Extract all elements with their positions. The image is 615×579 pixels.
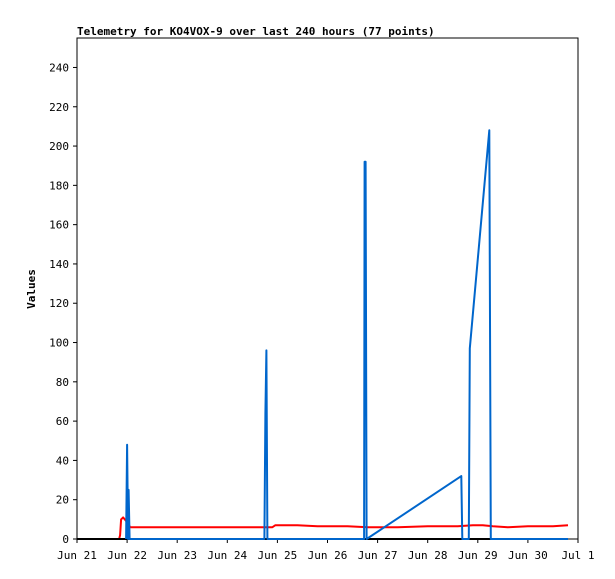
x-tick-label: Jun 24 <box>207 549 247 562</box>
x-tick-label: Jun 30 <box>508 549 548 562</box>
y-tick-label: 60 <box>56 415 69 428</box>
x-tick-label: Jun 29 <box>458 549 498 562</box>
y-tick-label: 0 <box>62 533 69 546</box>
y-tick-label: 80 <box>56 376 69 389</box>
plot-frame <box>76 37 579 540</box>
y-axis-label: Values <box>25 269 38 309</box>
y-tick-label: 200 <box>49 140 69 153</box>
y-axis: 0 20 40 60 80 100 120 140 160 180 200 220 240 <box>49 61 77 546</box>
x-tick-label: Jun 28 <box>408 549 448 562</box>
y-tick-label: 240 <box>49 61 69 74</box>
y-tick-label: 40 <box>56 454 69 467</box>
chart-title: Telemetry for KO4VOX-9 over last 240 hou… <box>77 25 435 38</box>
x-tick-label: Jun 27 <box>358 549 398 562</box>
x-axis: Jun 21 Jun 22 Jun 23 Jun 24 Jun 25 Jun 26 Jun … <box>57 539 595 562</box>
y-tick-label: 100 <box>49 337 69 350</box>
y-tick-label: 120 <box>49 297 69 310</box>
x-tick-label: Jun 26 <box>308 549 348 562</box>
series-layer <box>77 129 569 540</box>
y-tick-label: 180 <box>49 179 69 192</box>
y-tick-label: 160 <box>49 219 69 232</box>
y-tick-label: 140 <box>49 258 69 271</box>
x-tick-label: Jun 25 <box>258 549 298 562</box>
series-line <box>125 129 568 540</box>
x-tick-label: Jun 23 <box>157 549 197 562</box>
x-tick-label: Jun 21 <box>57 549 97 562</box>
x-tick-label: Jul 1 <box>561 549 594 562</box>
series-line <box>118 516 569 540</box>
x-tick-label: Jun 22 <box>107 549 147 562</box>
y-tick-label: 20 <box>56 494 69 507</box>
y-tick-label: 220 <box>49 101 69 114</box>
